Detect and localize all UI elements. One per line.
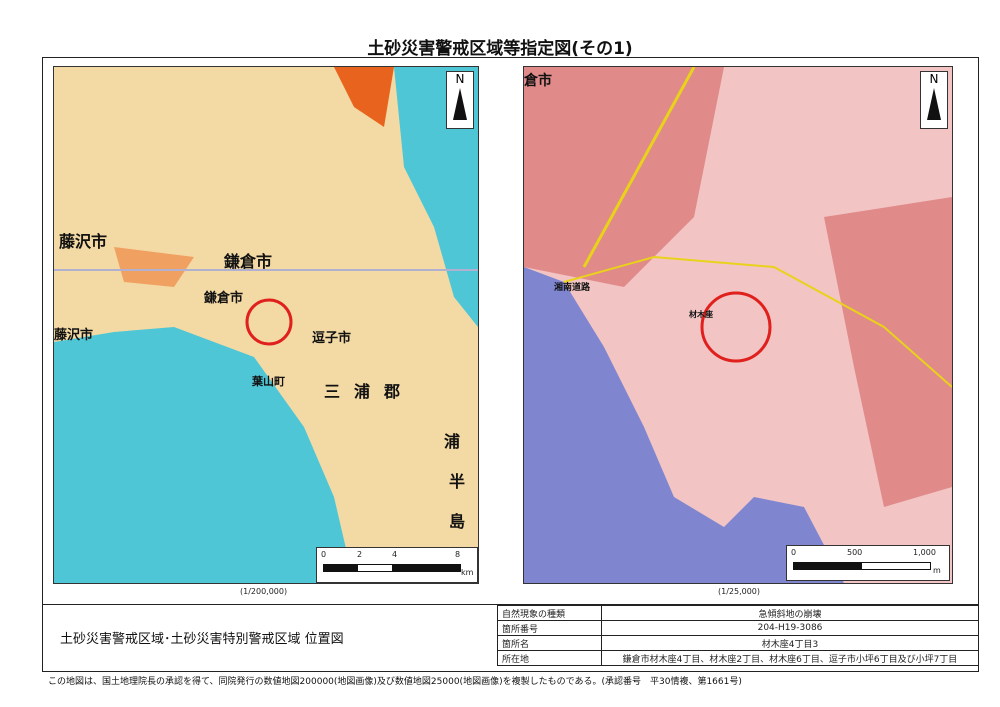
scale-tick: 0 [321, 550, 327, 559]
detail-map[interactable]: 倉市 湘南道路 材木座 N 0 500 1,000 m [523, 66, 953, 584]
north-arrow-icon [927, 88, 941, 120]
map-label: 葉山町 [251, 374, 285, 388]
scale-tick: 500 [847, 548, 863, 557]
map-label: 鎌倉市 [203, 290, 243, 306]
table-row: 箇所名 材木座4丁目3 [497, 635, 979, 651]
scale-tick: 0 [791, 548, 797, 557]
map-label: 浦 [444, 432, 460, 451]
scale-unit: m [933, 566, 941, 575]
north-label: N [455, 72, 465, 86]
scale-unit: km [461, 568, 474, 577]
north-arrow: N [920, 71, 948, 129]
overview-scale-ratio: (1/200,000) [240, 587, 288, 596]
table-value: 204-H19-3086 [601, 620, 979, 636]
map-label: 逗子市 [312, 330, 351, 346]
map-label: 藤沢市 [59, 232, 107, 251]
page-title: 土砂災害警戒区域等指定図(その1) [367, 39, 633, 59]
table-value: 急傾斜地の崩壊 [601, 605, 979, 621]
land-area [374, 357, 478, 583]
scale-tick: 1,000 [913, 548, 936, 557]
map-label: 湘南道路 [554, 281, 591, 293]
road [563, 255, 952, 388]
north-label: N [929, 72, 939, 86]
map-label: 浦 [354, 382, 370, 401]
map-subtitle: 土砂災害警戒区域･土砂災害特別警戒区域 位置図 [60, 632, 344, 647]
urban-area [524, 67, 724, 287]
map-label: 島 [449, 512, 465, 531]
detail-map-graphic: 倉市 湘南道路 材木座 [524, 67, 952, 583]
map-label: 三 [324, 382, 340, 401]
table-key: 箇所名 [497, 635, 602, 651]
urban-area [114, 247, 194, 287]
info-table: 自然現象の種類 急傾斜地の崩壊 箇所番号 204-H19-3086 箇所名 材木座4丁… [497, 605, 979, 666]
land-area [54, 67, 478, 583]
overview-map-graphic: 藤沢市 鎌倉市 鎌倉市 藤沢市 逗子市 葉山町 三 浦 郡 浦 半 島 [54, 67, 478, 583]
map-label: 鎌倉市 [223, 252, 272, 271]
location-marker [245, 298, 293, 346]
map-label: 郡 [383, 382, 400, 401]
north-arrow: N [446, 71, 474, 129]
copyright-note: この地図は、国土地理院長の承認を得て、同院発行の数値地図200000(地図画像)… [48, 677, 742, 687]
table-key: 所在地 [497, 650, 602, 666]
divider [42, 604, 979, 605]
map-label: 半 [449, 472, 465, 491]
map-label: 材木座 [689, 309, 713, 319]
table-key: 自然現象の種類 [497, 605, 602, 621]
scale-bar: 0 500 1,000 m [786, 545, 950, 581]
table-row: 所在地 鎌倉市材木座4丁目、材木座2丁目、材木座6丁目、逗子市小坪6丁目及び小坪7… [497, 650, 979, 666]
urban-area [824, 197, 952, 507]
scale-bar: 0 2 4 8 km [316, 547, 478, 583]
scale-tick: 4 [392, 550, 398, 559]
sheet-frame [42, 57, 979, 672]
urban-area [334, 67, 394, 127]
map-label: 倉市 [524, 72, 552, 89]
table-row: 自然現象の種類 急傾斜地の崩壊 [497, 605, 979, 621]
north-arrow-icon [453, 88, 467, 120]
table-value: 鎌倉市材木座4丁目、材木座2丁目、材木座6丁目、逗子市小坪6丁目及び小坪7丁目 [601, 650, 979, 666]
overview-map[interactable]: 藤沢市 鎌倉市 鎌倉市 藤沢市 逗子市 葉山町 三 浦 郡 浦 半 島 N 0 … [53, 66, 479, 584]
scale-tick: 2 [357, 550, 363, 559]
detail-scale-ratio: (1/25,000) [718, 587, 761, 596]
road [582, 67, 696, 268]
map-label: 藤沢市 [54, 327, 93, 343]
table-value: 材木座4丁目3 [601, 635, 979, 651]
table-key: 箇所番号 [497, 620, 602, 636]
scale-tick: 8 [455, 550, 461, 559]
table-row: 箇所番号 204-H19-3086 [497, 620, 979, 636]
location-marker [700, 291, 772, 363]
